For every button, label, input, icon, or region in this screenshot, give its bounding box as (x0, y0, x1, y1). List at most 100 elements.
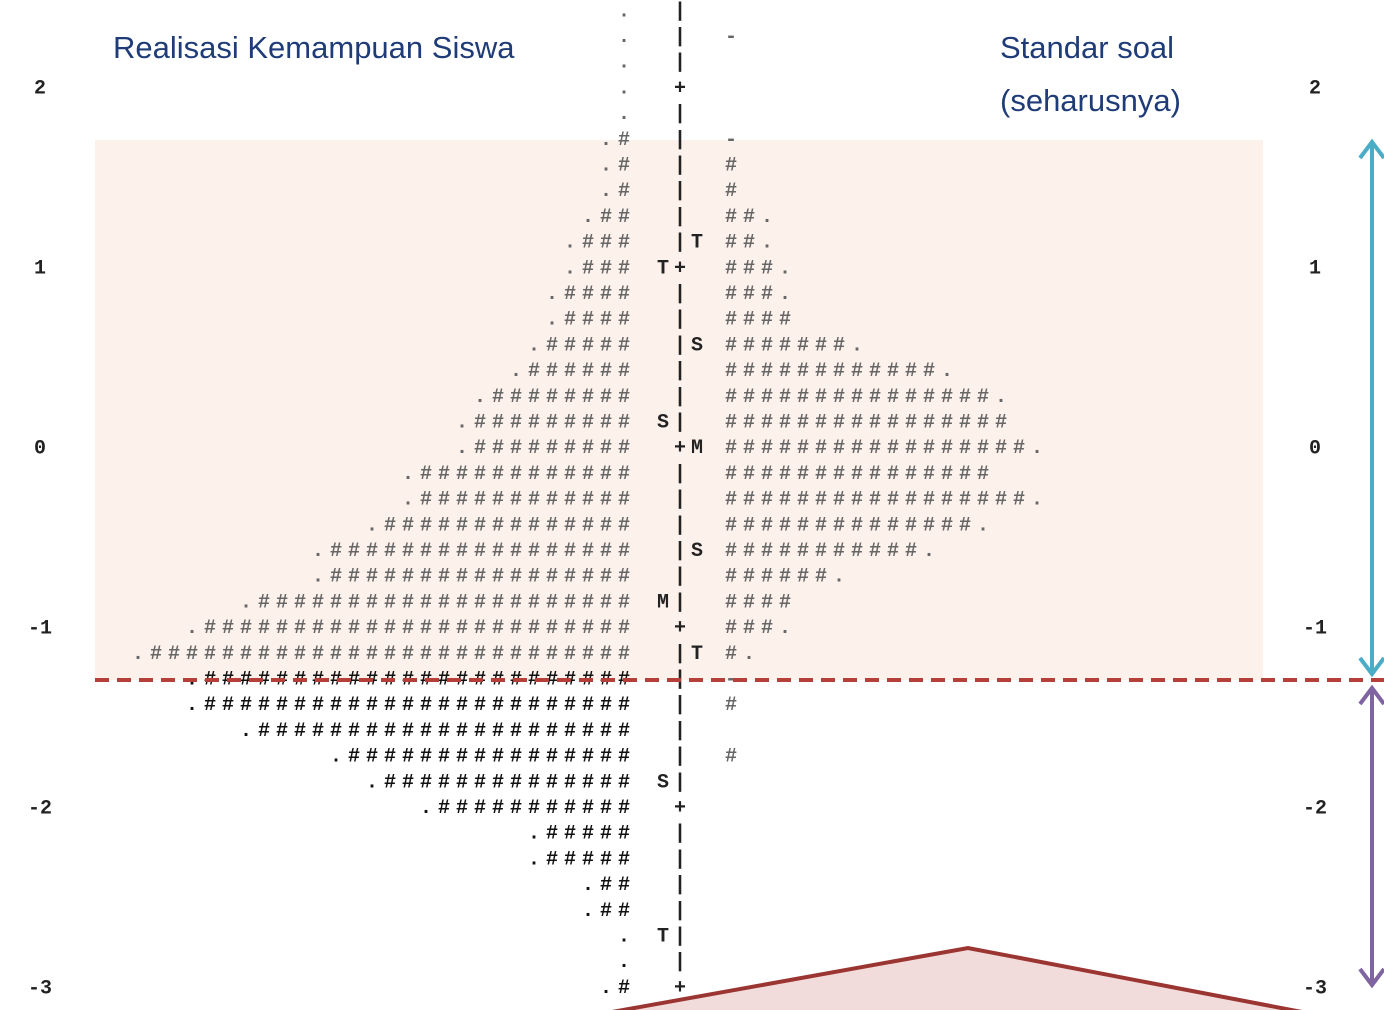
person-row: .## (582, 874, 636, 897)
axis-marker: |T (674, 643, 708, 666)
item-row: - (725, 129, 743, 152)
person-row: . (618, 52, 636, 75)
axis-marker: | (674, 180, 691, 203)
axis-marker: |S (674, 334, 708, 357)
axis-label-right: -2 (1303, 797, 1327, 820)
axis-label-left: -3 (28, 977, 52, 1000)
axis-marker: T| (657, 925, 691, 948)
item-row: ###########. (725, 540, 941, 563)
axis-marker: T+ (657, 257, 691, 280)
highlight-area (95, 140, 1263, 680)
person-row: .### (564, 257, 636, 280)
axis-marker: | (674, 514, 691, 537)
axis-marker: | (674, 746, 691, 769)
person-row: .######### (456, 437, 636, 460)
item-row: - (725, 26, 743, 49)
person-row: . (618, 951, 636, 974)
person-row: .################ (330, 746, 636, 769)
axis-label-right: 1 (1309, 257, 1321, 280)
map-rows: . |. | -. |. +. |.# | -.# | #.# | #.## | ##..### |T ##..… (132, 0, 1049, 1000)
axis-marker: + (674, 977, 691, 1000)
person-row: .############## (366, 514, 636, 537)
person-row: .############ (402, 463, 636, 486)
title-right: Standar soal (1000, 30, 1174, 65)
axis-marker: | (674, 360, 691, 383)
axis-marker: | (674, 951, 691, 974)
person-row: .############## (366, 771, 636, 794)
person-row: .################# (312, 566, 636, 589)
person-row: .########### (420, 797, 636, 820)
person-row: .# (600, 129, 636, 152)
axis-marker: | (674, 874, 691, 897)
person-row: .##### (528, 334, 636, 357)
axis-marker: | (674, 463, 691, 486)
item-row: #################. (725, 489, 1049, 512)
item-row: ###. (725, 257, 797, 280)
arrow-lower (1358, 684, 1384, 989)
person-row: . (618, 925, 636, 948)
person-row: . (618, 103, 636, 126)
axis-label-left: 0 (34, 437, 46, 460)
item-row: ######. (725, 566, 851, 589)
axis-marker: | (674, 103, 691, 126)
item-row: #######. (725, 334, 869, 357)
axis-marker: | (674, 848, 691, 871)
person-row: .## (582, 900, 636, 923)
item-row: ############. (725, 360, 959, 383)
item-row: # (725, 694, 743, 717)
item-row: - (725, 668, 743, 691)
axis-label-left: 1 (34, 257, 46, 280)
axis-marker: S| (657, 771, 691, 794)
item-row: ##. (725, 206, 779, 229)
item-row: ################ (725, 411, 1013, 434)
person-row: .######################## (186, 617, 636, 640)
person-row: .##################### (240, 591, 636, 614)
axis-label-left: -2 (28, 797, 52, 820)
person-row: .################# (312, 540, 636, 563)
item-row: # (725, 180, 743, 203)
person-row: . (618, 77, 636, 100)
axis-marker: | (674, 900, 691, 923)
person-row: .######## (474, 386, 636, 409)
person-row: .## (582, 206, 636, 229)
person-row: .##### (528, 848, 636, 871)
axis-marker: | (674, 720, 691, 743)
item-row: ############### (725, 463, 995, 486)
item-row: #################. (725, 437, 1049, 460)
person-row: . (618, 26, 636, 49)
person-row: . (618, 0, 636, 23)
axis-marker: | (674, 823, 691, 846)
person-row: .############ (402, 489, 636, 512)
axis-marker: |S (674, 540, 708, 563)
axis-label-right: -3 (1303, 977, 1327, 1000)
title-right: (seharusnya) (1000, 83, 1181, 118)
person-row: .###### (510, 360, 636, 383)
axis-marker: | (674, 283, 691, 306)
axis-marker: | (674, 26, 691, 49)
item-row: #### (725, 591, 797, 614)
item-row: ###. (725, 617, 797, 640)
axis-marker: | (674, 129, 691, 152)
person-row: .### (564, 232, 636, 255)
person-row: .# (600, 977, 636, 1000)
person-row: .##### (528, 823, 636, 846)
axis-marker: + (674, 617, 691, 640)
axis-marker: M| (657, 591, 691, 614)
axis-label-right: -1 (1303, 617, 1327, 640)
axis-marker: | (674, 489, 691, 512)
item-row: ###############. (725, 386, 1013, 409)
item-row: #### (725, 309, 797, 332)
axis-marker: |T (674, 232, 708, 255)
item-row: # (725, 154, 743, 177)
person-row: .# (600, 180, 636, 203)
item-row: ##. (725, 232, 779, 255)
arrow-upper (1358, 138, 1384, 678)
axis-marker: + (674, 77, 691, 100)
person-row: .######################## (186, 694, 636, 717)
axis-marker: | (674, 309, 691, 332)
axis-marker: +M (674, 437, 708, 460)
axis-marker: | (674, 566, 691, 589)
item-row: ###. (725, 283, 797, 306)
